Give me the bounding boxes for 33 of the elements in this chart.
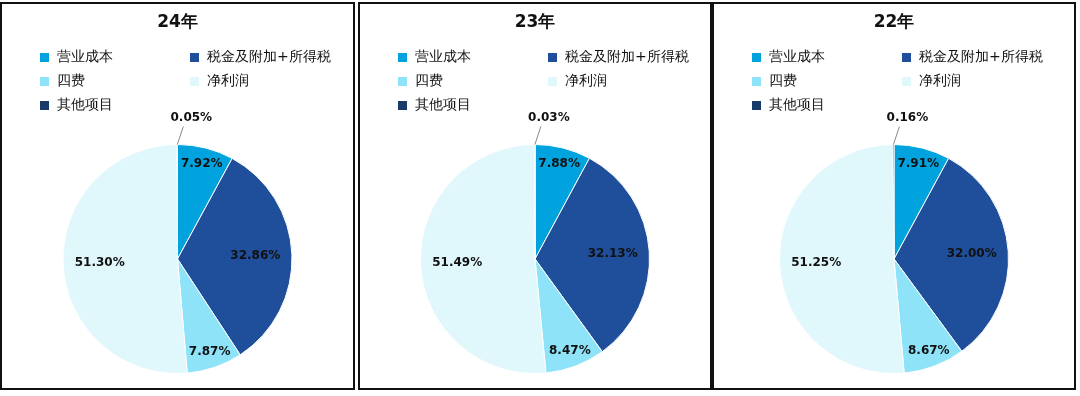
legend-label: 其他项目 (415, 96, 471, 114)
data-label: 0.05% (170, 109, 213, 124)
legend-label: 营业成本 (415, 48, 471, 66)
data-label: 7.91% (897, 155, 940, 170)
legend-label: 四费 (769, 72, 797, 90)
legend-label: 四费 (57, 72, 85, 90)
data-label: 32.00% (946, 245, 997, 260)
chart-title: 22年 (872, 10, 916, 33)
data-label: 7.92% (180, 155, 223, 170)
data-label: 7.87% (188, 344, 231, 359)
legend-label: 其他项目 (57, 96, 113, 114)
legend-label: 净利润 (207, 72, 249, 90)
legend-label: 税金及附加+所得税 (207, 48, 331, 66)
data-label: 51.49% (432, 254, 483, 269)
legend-label: 税金及附加+所得税 (565, 48, 689, 66)
data-label: 0.16% (886, 109, 929, 124)
data-label: 32.13% (587, 245, 638, 260)
legend-label: 营业成本 (769, 48, 825, 66)
chart-title: 23年 (513, 10, 557, 33)
data-label: 51.30% (74, 254, 125, 269)
data-label: 32.86% (230, 247, 281, 262)
legend-label: 营业成本 (57, 48, 113, 66)
data-label: 8.47% (549, 343, 591, 358)
data-label: 7.88% (538, 155, 580, 170)
legend-label: 四费 (415, 72, 443, 90)
data-label: 0.03% (528, 109, 570, 124)
data-label: 51.25% (791, 254, 842, 269)
legend-label: 其他项目 (769, 96, 825, 114)
data-label: 8.67% (907, 343, 950, 358)
chart-title: 24年 (156, 10, 199, 33)
legend-label: 净利润 (565, 72, 607, 90)
legend-label: 净利润 (919, 72, 961, 90)
legend-label: 税金及附加+所得税 (919, 48, 1043, 66)
